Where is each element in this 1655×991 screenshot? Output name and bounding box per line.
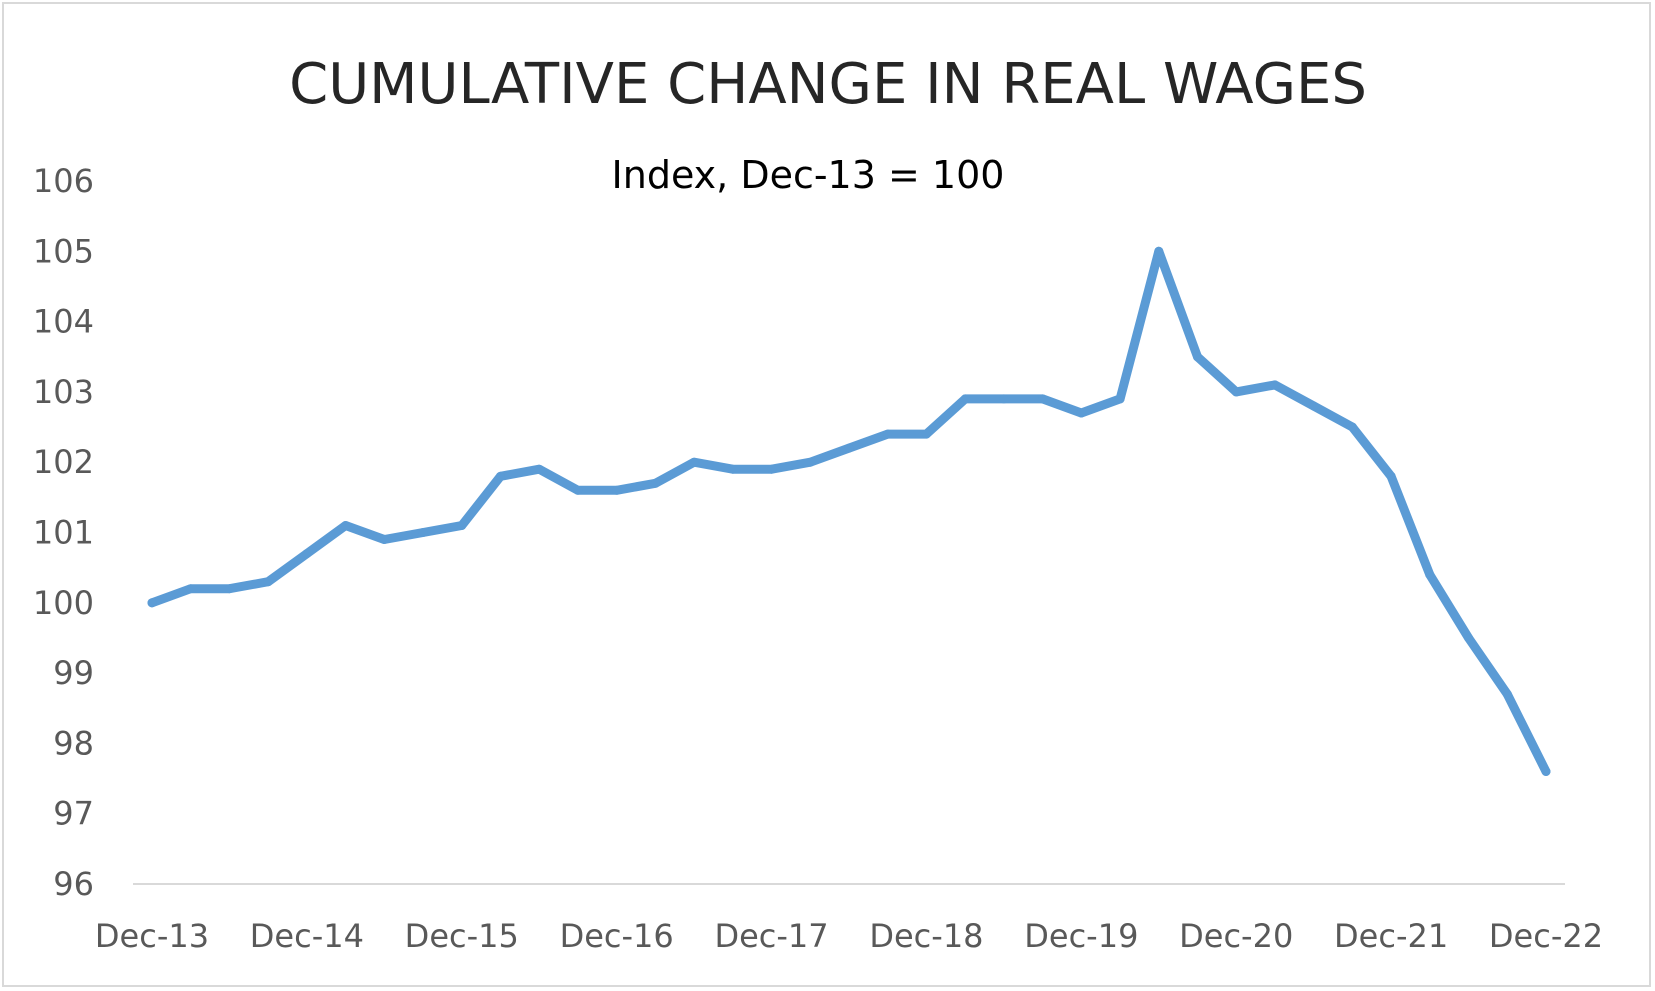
data-point bbox=[1154, 246, 1164, 256]
data-point bbox=[147, 598, 157, 608]
y-tick-label: 97 bbox=[53, 795, 94, 833]
data-point bbox=[534, 464, 544, 474]
data-point bbox=[341, 521, 351, 530]
data-point bbox=[1309, 401, 1319, 411]
data-point bbox=[999, 394, 1009, 404]
x-tick-label: Dec-19 bbox=[1024, 917, 1138, 955]
data-point bbox=[883, 429, 893, 439]
y-tick-label: 104 bbox=[33, 303, 94, 341]
data-point bbox=[844, 443, 854, 453]
data-point bbox=[457, 521, 467, 530]
data-point bbox=[921, 429, 931, 439]
data-point bbox=[224, 584, 234, 594]
data-point bbox=[612, 485, 622, 495]
x-tick-label: Dec-15 bbox=[405, 917, 519, 955]
chart-subtitle: Index, Dec-13 = 100 bbox=[612, 153, 1005, 197]
data-point bbox=[805, 457, 815, 467]
y-tick-label: 99 bbox=[53, 654, 94, 692]
y-axis-tick-labels: 96 97 98 99 100 101 102 103 104 105 106 bbox=[33, 162, 94, 903]
y-tick-label: 96 bbox=[53, 865, 94, 903]
data-point bbox=[1270, 380, 1280, 390]
data-point bbox=[1502, 689, 1512, 699]
y-tick-label: 106 bbox=[33, 162, 94, 200]
data-point bbox=[186, 584, 196, 594]
data-point bbox=[263, 577, 273, 587]
y-tick-label: 100 bbox=[33, 584, 94, 622]
data-point bbox=[379, 535, 389, 544]
data-point bbox=[573, 485, 583, 495]
data-point bbox=[767, 464, 777, 474]
y-tick-label: 98 bbox=[53, 724, 94, 762]
data-point bbox=[728, 464, 738, 474]
x-tick-label: Dec-14 bbox=[250, 917, 364, 955]
data-point bbox=[496, 471, 505, 481]
data-point bbox=[1347, 422, 1357, 432]
data-point bbox=[1231, 387, 1241, 397]
data-point bbox=[1425, 570, 1435, 580]
data-point bbox=[302, 549, 312, 559]
data-point bbox=[689, 457, 699, 467]
x-tick-label: Dec-16 bbox=[560, 917, 674, 955]
data-point bbox=[1038, 394, 1048, 404]
y-tick-label: 105 bbox=[33, 232, 94, 270]
y-tick-label: 102 bbox=[33, 443, 94, 481]
chart-title: CUMULATIVE CHANGE IN REAL WAGES bbox=[289, 52, 1367, 117]
data-point bbox=[1193, 352, 1202, 362]
series-group bbox=[147, 246, 1551, 776]
data-point bbox=[1541, 767, 1551, 776]
x-tick-label: Dec-17 bbox=[714, 917, 828, 955]
x-tick-label: Dec-22 bbox=[1489, 917, 1603, 955]
data-point bbox=[650, 478, 660, 488]
y-tick-label: 101 bbox=[33, 514, 94, 552]
x-tick-label: Dec-20 bbox=[1179, 917, 1293, 955]
x-tick-label: Dec-18 bbox=[869, 917, 983, 955]
data-point bbox=[960, 394, 970, 404]
data-point bbox=[1115, 394, 1125, 404]
x-axis-tick-labels: Dec-13 Dec-14 Dec-15 Dec-16 Dec-17 Dec-18 Dec-… bbox=[95, 917, 1603, 955]
y-tick-label: 103 bbox=[33, 373, 94, 411]
x-tick-label: Dec-21 bbox=[1334, 917, 1448, 955]
data-point bbox=[418, 528, 428, 537]
data-point bbox=[1076, 408, 1086, 418]
x-tick-label: Dec-13 bbox=[95, 917, 209, 955]
data-point bbox=[1386, 471, 1396, 481]
data-point bbox=[1464, 633, 1474, 643]
series-line bbox=[147, 246, 1551, 776]
